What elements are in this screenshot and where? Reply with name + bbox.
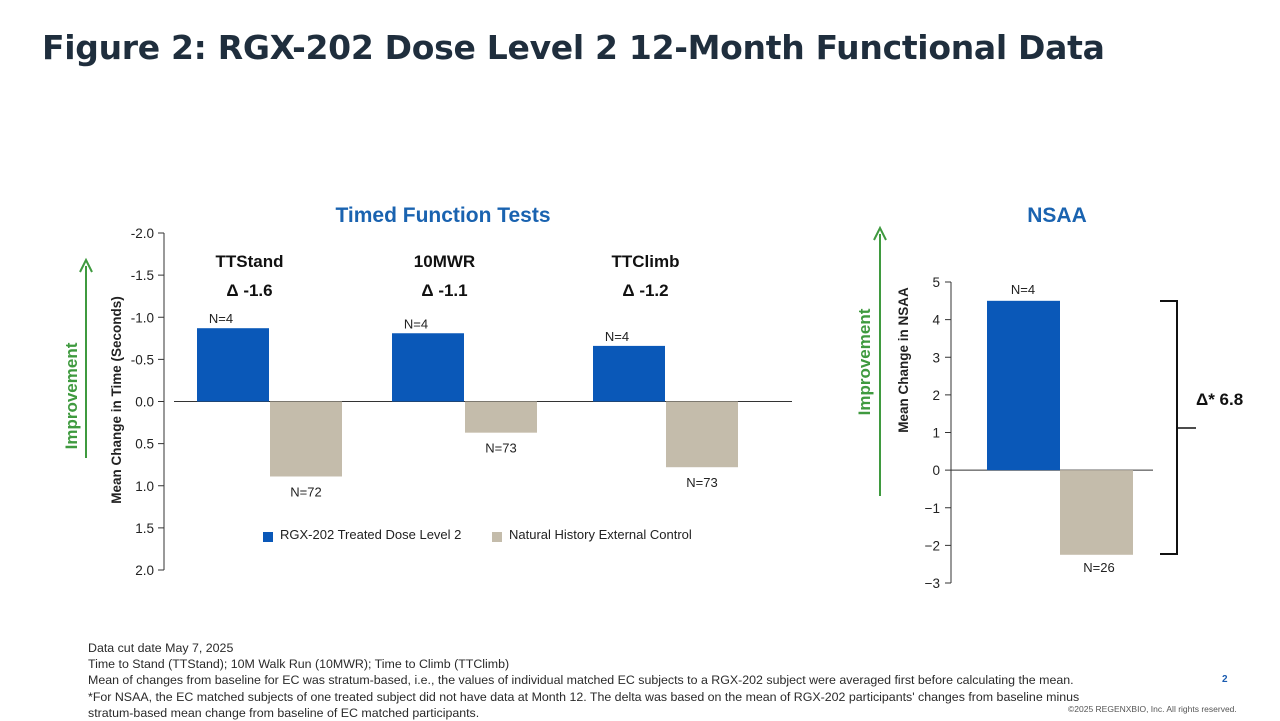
n-label-control: N=73	[485, 441, 516, 456]
chart-title: NSAA	[1027, 204, 1087, 227]
n-label-treated: N=4	[404, 316, 428, 331]
n-label-treated: N=4	[605, 329, 629, 344]
y-tick-label: 5	[932, 275, 940, 290]
delta-bracket	[1160, 300, 1178, 555]
footnote-line: Time to Stand (TTStand); 10M Walk Run (1…	[88, 657, 510, 672]
y-tick-label: -1.0	[131, 310, 154, 325]
y-tick-label: −2	[925, 538, 940, 553]
bar-control	[270, 401, 342, 477]
delta-label: Δ -1.2	[622, 281, 668, 300]
footnotes: Data cut date May 7, 2025 Time to Stand …	[88, 640, 1198, 721]
improvement-label: Improvement	[62, 342, 81, 449]
y-axis-label: Mean Change in Time (Seconds)	[109, 296, 124, 504]
y-axis-label: Mean Change in NSAA	[896, 287, 911, 433]
n-label-control: N=73	[686, 475, 717, 490]
legend-swatch-control	[492, 532, 502, 542]
category-label: TTClimb	[612, 252, 680, 271]
y-tick-label: 1	[932, 426, 940, 441]
n-label-control: N=26	[1083, 560, 1114, 575]
y-tick-label: 0.0	[135, 395, 154, 410]
y-tick-label: -1.5	[131, 268, 154, 283]
bar-treated	[197, 328, 269, 402]
bar-control	[465, 401, 537, 433]
y-tick-label: 1.0	[135, 479, 154, 494]
bar-treated	[593, 345, 665, 402]
delta-label: Δ -1.1	[421, 281, 467, 300]
footnote-line: Data cut date May 7, 2025	[88, 641, 234, 655]
copyright: ©2025 REGENXBIO, Inc. All rights reserve…	[1068, 704, 1237, 714]
y-tick-label: 2	[932, 388, 940, 403]
legend-label-treated: RGX-202 Treated Dose Level 2	[280, 527, 461, 542]
y-tick-label: 1.5	[135, 521, 154, 536]
y-tick-label: -0.5	[131, 352, 154, 367]
y-tick-label: 0	[932, 463, 940, 478]
category-label: TTStand	[216, 252, 284, 271]
y-tick-label: -2.0	[131, 226, 154, 241]
n-label-treated: N=4	[1011, 282, 1035, 297]
legend-label-control: Natural History External Control	[509, 527, 692, 542]
y-tick-label: 4	[932, 313, 940, 328]
y-tick-label: 2.0	[135, 563, 154, 578]
y-tick-label: 3	[932, 350, 940, 365]
y-tick-label: −1	[925, 501, 940, 516]
y-tick-label: −3	[925, 576, 940, 591]
chart-title: Timed Function Tests	[335, 204, 550, 227]
footnote-line: Mean of changes from baseline for EC was…	[88, 673, 1074, 688]
delta-label: Δ -1.6	[226, 281, 272, 300]
bar-control	[1060, 470, 1133, 555]
improvement-label: Improvement	[855, 308, 874, 415]
footnote-line: stratum-based mean change from baseline …	[88, 705, 480, 720]
page-number: 2	[1222, 674, 1228, 685]
improvement-arrow-head	[873, 225, 887, 241]
slide-title: Figure 2: RGX-202 Dose Level 2 12-Month …	[42, 28, 1105, 67]
n-label-control: N=72	[290, 484, 321, 499]
bar-treated	[987, 300, 1060, 471]
legend-swatch-treated	[263, 532, 273, 542]
improvement-arrow-head	[79, 257, 93, 273]
footnote-line: *For NSAA, the EC matched subjects of on…	[88, 689, 1080, 704]
y-tick-label: 0.5	[135, 437, 154, 452]
bar-treated	[392, 333, 464, 402]
bar-control	[666, 401, 738, 468]
delta-label: Δ* 6.8	[1196, 390, 1243, 409]
n-label-treated: N=4	[209, 311, 233, 326]
category-label: 10MWR	[414, 252, 475, 271]
